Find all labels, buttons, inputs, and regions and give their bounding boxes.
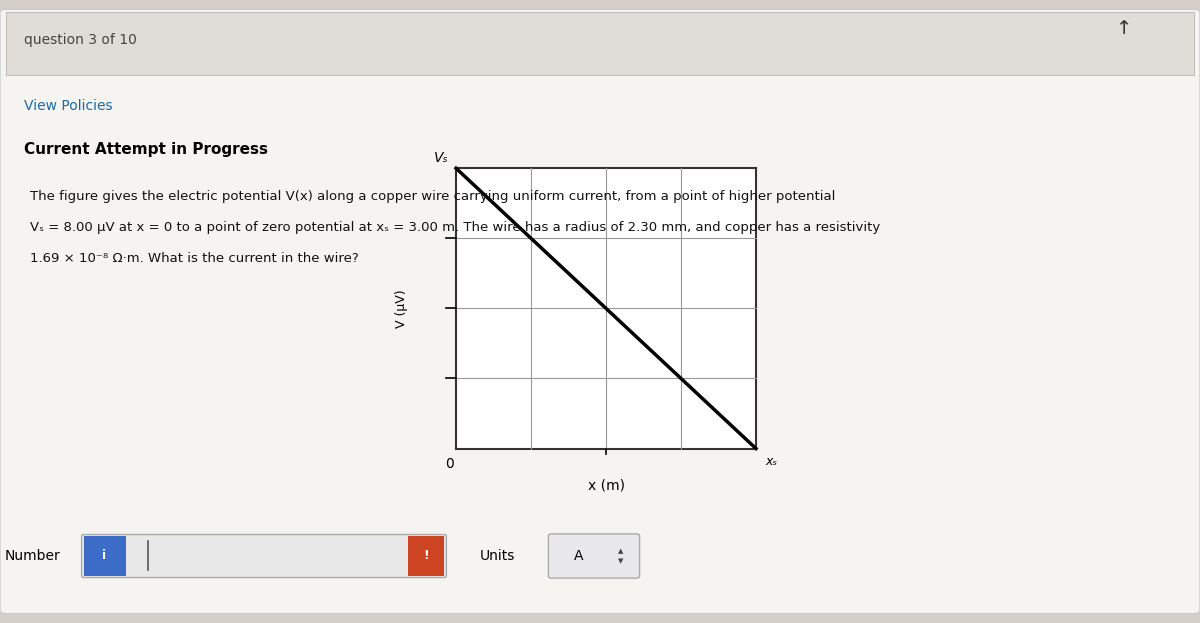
Text: V (μV): V (μV) bbox=[396, 289, 408, 328]
Text: Units: Units bbox=[480, 549, 515, 563]
FancyBboxPatch shape bbox=[0, 9, 1200, 614]
Text: i: i bbox=[102, 549, 107, 562]
Text: Number: Number bbox=[5, 549, 60, 563]
Text: Vₛ: Vₛ bbox=[434, 151, 449, 165]
Text: A: A bbox=[574, 549, 583, 563]
Text: ▲: ▲ bbox=[618, 548, 623, 554]
Text: ↑: ↑ bbox=[1116, 19, 1133, 37]
Text: 1.69 × 10⁻⁸ Ω·m. What is the current in the wire?: 1.69 × 10⁻⁸ Ω·m. What is the current in … bbox=[30, 252, 359, 265]
Text: View Policies: View Policies bbox=[24, 99, 113, 113]
Text: xₛ: xₛ bbox=[766, 455, 778, 467]
Text: 0: 0 bbox=[445, 457, 455, 471]
Text: Current Attempt in Progress: Current Attempt in Progress bbox=[24, 142, 268, 157]
Bar bbox=[408, 536, 444, 576]
FancyBboxPatch shape bbox=[548, 534, 640, 578]
FancyBboxPatch shape bbox=[82, 535, 446, 578]
Text: The figure gives the electric potential V(x) along a copper wire carrying unifor: The figure gives the electric potential … bbox=[30, 190, 835, 202]
Bar bbox=[6, 12, 1194, 75]
Text: question 3 of 10: question 3 of 10 bbox=[24, 34, 137, 47]
Text: x (m): x (m) bbox=[588, 479, 624, 493]
Text: ▼: ▼ bbox=[618, 558, 623, 564]
Bar bbox=[84, 536, 126, 576]
Bar bbox=[456, 168, 756, 449]
Text: Vₛ = 8.00 μV at x = 0 to a point of zero potential at xₛ = 3.00 m. The wire has : Vₛ = 8.00 μV at x = 0 to a point of zero… bbox=[30, 221, 881, 234]
Text: !: ! bbox=[424, 549, 428, 562]
